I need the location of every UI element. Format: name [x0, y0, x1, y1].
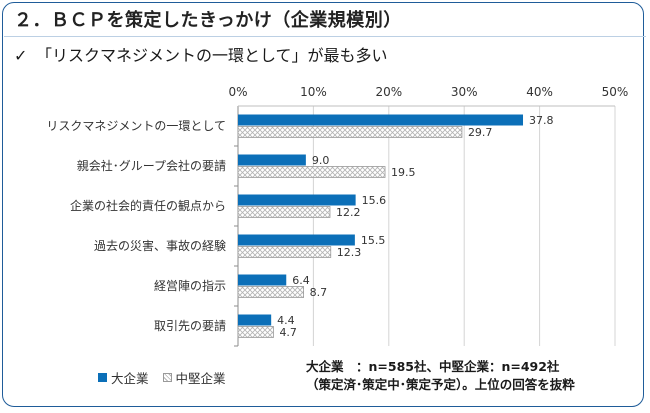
x-axis-ticks: 0% 10% 20% 30% 40% 50%: [228, 85, 628, 99]
legend-swatch-hatched: [162, 373, 172, 382]
bar-large-enterprise: [238, 274, 287, 286]
bar-mid-enterprise: [237, 286, 304, 298]
legend-label-large: 大企業: [111, 371, 149, 386]
grid-lines: [234, 105, 616, 347]
data-label: 8.7: [310, 286, 328, 299]
bar-large-enterprise: [238, 114, 524, 126]
bar-mid-enterprise: [237, 246, 332, 258]
data-label: 12.3: [337, 246, 362, 259]
bar-large-enterprise: [238, 234, 355, 246]
slide-frame: [2, 2, 644, 407]
category-label: 親会社･グループ会社の要請: [77, 158, 226, 173]
category-label: 企業の社会的責任の観点から: [70, 198, 226, 213]
legend-swatch-solid: [98, 373, 107, 382]
bar-mid-enterprise: [237, 326, 274, 338]
data-label: 29.7: [468, 126, 493, 139]
x-tick-label: 0%: [228, 85, 247, 99]
x-tick-label: 20%: [375, 85, 402, 99]
data-label: 6.4: [292, 274, 310, 287]
slide-title: ２．ＢＣＰを策定したきっかけ（企業規模別）: [14, 10, 402, 31]
note-line-1: 大企業 ：n=585社、中堅企業：n=492社: [306, 359, 560, 374]
bar-mid-enterprise: [237, 126, 463, 138]
category-labels: リスクマネジメントの一環として親会社･グループ会社の要請企業の社会的責任の観点か…: [46, 119, 226, 333]
bar-mid-enterprise: [237, 206, 331, 218]
check-icon: ✓: [14, 46, 28, 65]
legend-item-large: 大企業: [98, 368, 149, 387]
data-label: 15.6: [362, 194, 387, 207]
category-label: 過去の災害、事故の経験: [94, 238, 226, 253]
chart-legend: 大企業 中堅企業: [98, 368, 240, 387]
x-tick-label: 40%: [526, 85, 553, 99]
legend-label-mid: 中堅企業: [175, 371, 226, 386]
category-label: 経営陣の指示: [154, 278, 226, 293]
data-label: 9.0: [312, 154, 330, 167]
data-label: 4.4: [277, 314, 295, 327]
data-label: 19.5: [391, 166, 416, 179]
category-label: リスクマネジメントの一環として: [46, 119, 226, 133]
legend-item-mid: 中堅企業: [162, 368, 226, 387]
bar-mid-enterprise: [237, 166, 386, 178]
data-labels: 37.8 29.7 9.0 19.5 15.612.2 15.512.3 6.48.7 4.4…: [277, 114, 553, 339]
category-label: 取引先の要請: [154, 319, 226, 333]
data-label: 37.8: [529, 114, 554, 127]
sample-note: 大企業 ：n=585社、中堅企業：n=492社 （策定済･策定中･策定予定）。上…: [306, 358, 575, 394]
bar-large-enterprise: [238, 314, 272, 326]
data-label: 15.5: [361, 234, 386, 247]
bar-large-enterprise: [238, 154, 306, 166]
subtitle-text: 「リスクマネジメントの一環として」が最も多い: [36, 46, 388, 65]
data-label: 4.7: [279, 326, 297, 339]
x-tick-label: 30%: [451, 85, 478, 99]
slide-subtitle: ✓ 「リスクマネジメントの一環として」が最も多い: [14, 42, 388, 66]
bars: [237, 114, 524, 338]
title-divider: [4, 36, 646, 37]
note-line-2: （策定済･策定中･策定予定）。上位の回答を抜粋: [306, 377, 575, 392]
data-label: 12.2: [336, 206, 361, 219]
x-tick-label: 10%: [300, 85, 327, 99]
x-tick-label: 50%: [602, 85, 629, 99]
bar-large-enterprise: [238, 194, 356, 206]
